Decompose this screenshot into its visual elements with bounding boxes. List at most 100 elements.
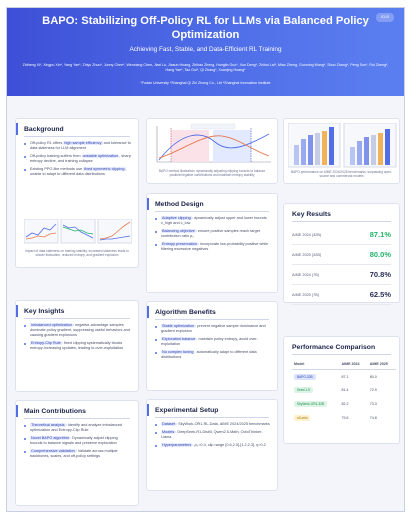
- background-list: Off-policy RL offers high sample efficie…: [23, 141, 131, 177]
- section-accent: [16, 405, 18, 417]
- method-design-card: Method Design Adaptive clipping: dynamic…: [146, 193, 278, 293]
- aime2025-cell: 73.3: [369, 401, 377, 406]
- result-row: AIME 2025 (7B) 62.5%: [292, 285, 391, 305]
- list-item: Imbalanced optimization: negative-advant…: [23, 323, 131, 338]
- method-figure-panel: BAPO method illustration: dynamically ad…: [146, 118, 278, 184]
- list-item: Stable optimization: prevent negative sa…: [154, 324, 270, 334]
- divider: [24, 136, 130, 137]
- figure-caption: Impact of data staleness on training sta…: [25, 249, 129, 258]
- divider: [155, 319, 269, 320]
- performance-plots-image: [288, 123, 397, 168]
- staleness-plots-image: [24, 219, 132, 244]
- table-row: SkyWork-OR1-32B 82.2 73.3: [292, 397, 396, 411]
- divider: [24, 418, 130, 419]
- result-label: AIME 2025 (32B): [292, 252, 322, 257]
- venue-badge: ICLR: [376, 13, 394, 22]
- section-accent: [16, 305, 18, 317]
- list-item: Entropy-Clip Rule: fixed clipping system…: [23, 341, 131, 351]
- aime2025-cell: 72.9: [369, 388, 377, 393]
- divider: [155, 211, 269, 212]
- list-item: Novel BAPO algorithm: Dynamically adjust…: [23, 436, 131, 446]
- section-title: Method Design: [155, 201, 204, 208]
- list-item: Exploration balance: maintain policy ent…: [154, 337, 270, 347]
- list-item: Adaptive clipping: dynamically adjust up…: [154, 216, 270, 226]
- section-title: Main Contributions: [24, 408, 86, 415]
- key-results-card: Key Results AIME 2024 (32B) 87.1% AIME 202…: [283, 203, 400, 305]
- list-item: Dataset: SkyWork-OR1-RL-Data, AIME 2024/…: [154, 422, 270, 427]
- section-accent: [147, 198, 149, 210]
- result-label: AIME 2025 (7B): [292, 292, 320, 297]
- result-label: AIME 2024 (7B): [292, 272, 320, 277]
- main-contributions-card: Main Contributions Theoretical analysis:…: [15, 400, 139, 506]
- author-list: Zhiheng Xi*, Xingpu Xin*, Yang Yan*, Zhi…: [22, 63, 389, 73]
- method-illustration-image: [151, 122, 275, 168]
- section-title: Key Results: [292, 211, 331, 218]
- comparison-table: Model AIME 2024 AIME 2025 BAPO-32B 87.1 80.0…: [292, 359, 396, 424]
- list-item: Theoretical analysis: Identify and analy…: [23, 423, 131, 433]
- experimental-setup-card: Experimental Setup Dataset: SkyWork-OR1-…: [146, 399, 278, 491]
- model-tag: SkyWork-OR1-32B: [294, 400, 328, 407]
- figure-caption: BAPO method illustration: dynamically ad…: [158, 169, 266, 178]
- list-item: Entropy preservation: incorporate low-pr…: [154, 242, 270, 252]
- list-item: Existing PPO-like methods use fixed symm…: [23, 167, 131, 177]
- section-title: Background: [24, 126, 64, 133]
- list-item: No complex tuning: automatically adapt t…: [154, 350, 270, 360]
- aime2025-cell: 80.0: [369, 374, 377, 379]
- list-item: Off-policy RL offers high sample efficie…: [23, 141, 131, 151]
- performance-comparison-card: Performance Comparison Model AIME 2024 AIM…: [283, 336, 400, 444]
- column-header: AIME 2025: [367, 359, 396, 370]
- list-item: Balancing objective: ensure positive sam…: [154, 229, 270, 239]
- aime2024-cell: 79.6: [341, 415, 349, 420]
- result-row: AIME 2024 (32B) 87.1%: [292, 225, 391, 245]
- poster-header: BAPO: Stabilizing Off-Policy RL for LLMs…: [7, 8, 404, 96]
- column-header: AIME 2024: [339, 359, 368, 370]
- list-item: Models: DeepSeek-R1-Distill, Qwen2.5-Mat…: [154, 430, 270, 440]
- model-cell: BAPO-32B: [292, 370, 340, 384]
- list-item: Hyperparameters: ρ₀=0.4, clip range [0.6…: [154, 443, 270, 448]
- aime2024-cell: 87.1: [341, 374, 349, 379]
- section-accent: [147, 404, 149, 416]
- performance-figure-panel: BAPO performance on AIME 2024/2025 bench…: [283, 118, 400, 184]
- result-value: 62.5%: [369, 290, 391, 299]
- result-row: AIME 2025 (32B) 80.0%: [292, 245, 391, 265]
- result-value: 87.1%: [369, 230, 391, 239]
- benefits-list: Stable optimization: prevent negative sa…: [154, 324, 270, 360]
- table-row: o3-mini 79.6 74.8: [292, 411, 396, 425]
- list-item: Off-policy training suffers from unstabl…: [23, 154, 131, 164]
- setup-list: Dataset: SkyWork-OR1-RL-Data, AIME 2024/…: [154, 422, 270, 448]
- poster-title: BAPO: Stabilizing Off-Policy RL for LLMs…: [42, 15, 369, 41]
- column-header: Model: [292, 359, 340, 370]
- contributions-list: Theoretical analysis: Identify and analy…: [23, 423, 131, 459]
- divider: [292, 221, 391, 222]
- aime2024-cell: 82.2: [341, 401, 349, 406]
- poster-subtitle: Achieving Fast, Stable, and Data-Efficie…: [129, 46, 282, 53]
- result-value: 80.0%: [369, 250, 391, 259]
- insights-list: Imbalanced optimization: negative-advant…: [23, 323, 131, 351]
- table-row: BAPO-32B 87.1 80.0: [292, 370, 396, 384]
- aime2025-cell: 74.8: [369, 415, 377, 420]
- model-cell: SkyWork-OR1-32B: [292, 397, 340, 411]
- model-cell: Seed-1.5: [292, 384, 340, 398]
- algorithm-benefits-card: Algorithm Benefits Stable optimization: …: [146, 301, 278, 391]
- model-tag: BAPO-32B: [294, 373, 316, 380]
- poster: BAPO: Stabilizing Off-Policy RL for LLMs…: [6, 7, 405, 512]
- model-tag: o3-mini: [294, 414, 311, 421]
- section-title: Experimental Setup: [155, 407, 219, 414]
- table-row: Seed-1.5 81.4 72.9: [292, 384, 396, 398]
- list-item: Comprehensive validation: Validate acros…: [23, 449, 131, 459]
- method-list: Adaptive clipping: dynamically adjust up…: [154, 216, 270, 252]
- aime2024-cell: 81.4: [341, 388, 349, 393]
- affiliations: *Fudan University *Shanghai Qi Zhi Zhong…: [140, 81, 271, 85]
- divider: [292, 354, 391, 355]
- section-accent: [16, 123, 18, 135]
- divider: [155, 417, 269, 418]
- model-tag: Seed-1.5: [294, 387, 313, 394]
- model-cell: o3-mini: [292, 411, 340, 425]
- section-accent: [147, 306, 149, 318]
- key-insights-card: Key Insights Imbalanced optimization: ne…: [15, 300, 139, 392]
- section-title: Performance Comparison: [292, 344, 376, 351]
- section-title: Key Insights: [24, 308, 65, 315]
- result-value: 70.8%: [369, 270, 391, 279]
- figure-caption: BAPO performance on AIME 2024/2025 bench…: [291, 170, 392, 179]
- result-label: AIME 2024 (32B): [292, 232, 322, 237]
